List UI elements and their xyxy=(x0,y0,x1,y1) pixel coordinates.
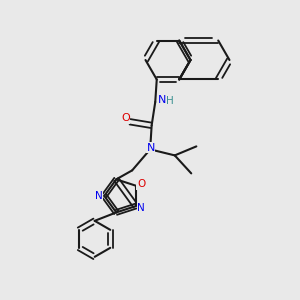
Text: N: N xyxy=(95,191,103,201)
Text: N: N xyxy=(158,95,166,106)
Text: N: N xyxy=(147,143,155,153)
Text: O: O xyxy=(137,179,145,189)
Text: H: H xyxy=(167,96,174,106)
Text: O: O xyxy=(121,113,130,123)
Text: N: N xyxy=(137,202,145,213)
